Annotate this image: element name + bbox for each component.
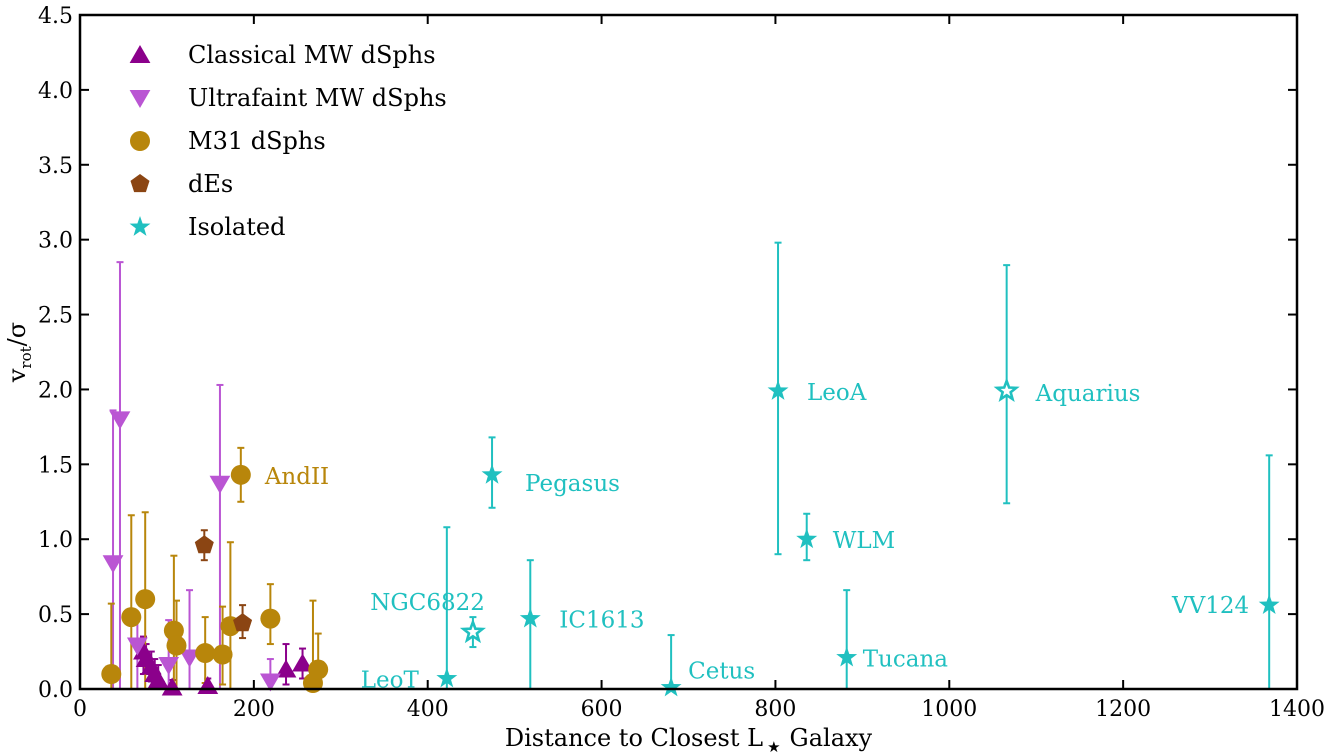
y-tick-label: 4.0 <box>38 79 73 104</box>
x-tick-label: 1000 <box>921 697 977 722</box>
classical-mw-dsphs-point <box>292 653 313 672</box>
y-tick-label: 1.0 <box>38 528 73 553</box>
ultrafaint-mw-dsphs-point <box>259 673 281 692</box>
x-tick-label: 1400 <box>1269 697 1325 722</box>
ultrafaint-mw-dsphs-point <box>102 555 124 574</box>
chart-markers <box>101 377 1280 697</box>
point-label: VV124 <box>1171 593 1249 619</box>
classical-mw-dsphs-point <box>147 670 169 689</box>
point-label: Pegasus <box>525 471 620 497</box>
y-axis-label: vrot/σ <box>3 322 35 383</box>
point-label: WLM <box>833 528 895 554</box>
legend: Classical MW dSphs Ultrafaint MW dSphs M31… <box>129 41 447 241</box>
ultrafaint-mw-dsphs-point <box>158 657 180 676</box>
isolated-point <box>436 667 458 688</box>
isolated-point <box>796 528 818 549</box>
x-axis-label: Distance to Closest L ★ Galaxy <box>505 724 873 754</box>
legend-marker-ultrafaint-mw-dsphs <box>129 90 151 108</box>
legend-label-classical-mw-dsphs: Classical MW dSphs <box>188 41 436 69</box>
m31-dsphs-point <box>166 635 187 656</box>
legend-label-m31-dsphs: M31 dSphs <box>188 127 326 155</box>
classical-mw-dsphs-point <box>161 677 183 696</box>
x-tick-label: 800 <box>754 697 796 722</box>
point-label: NGC6822 <box>370 590 485 616</box>
m31-dsphs-point <box>260 608 281 629</box>
isolated-point <box>1258 594 1280 615</box>
y-tick-label: 0.5 <box>38 603 73 628</box>
y-tick-label: 1.5 <box>38 453 73 478</box>
ultrafaint-mw-dsphs-point <box>179 649 200 668</box>
m31-dsphs-point <box>101 664 122 685</box>
ultrafaint-mw-dsphs-point <box>209 475 231 494</box>
point-label: IC1613 <box>559 608 644 634</box>
classical-mw-dsphs-point <box>197 676 219 694</box>
m31-dsphs-point <box>195 643 216 664</box>
point-label: LeoA <box>807 380 867 406</box>
m31-dsphs-point <box>212 644 233 665</box>
y-tick-label: 2.5 <box>38 304 73 329</box>
m31-dsphs-point <box>121 607 142 628</box>
m31-dsphs-point <box>163 620 184 641</box>
classical-mw-dsphs-point <box>275 659 297 678</box>
legend-marker-m31-dsphs <box>130 131 150 151</box>
isolated-point <box>459 618 486 644</box>
x-tick-label: 400 <box>407 697 449 722</box>
isolated-point <box>993 377 1020 403</box>
plot-frame <box>78 13 1299 691</box>
legend-label-des: dEs <box>188 170 233 198</box>
isolated-point <box>519 607 541 628</box>
x-tick-label: 1200 <box>1095 697 1151 722</box>
y-tick-label: 3.5 <box>38 154 73 179</box>
annotation-label: AndII <box>264 464 329 490</box>
isolated-point <box>836 646 858 667</box>
isolated-point <box>660 676 682 697</box>
m31-dsphs-point <box>135 589 156 610</box>
x-tick-label: 0 <box>73 697 87 722</box>
legend-marker-isolated <box>129 216 151 236</box>
des-point <box>233 613 253 632</box>
m31-dsphs-point <box>308 659 329 680</box>
y-tick-label: 3.0 <box>38 229 73 254</box>
x-tick-label: 200 <box>233 697 275 722</box>
point-label: Aquarius <box>1035 381 1141 407</box>
point-label: Cetus <box>688 659 755 685</box>
isolated-point <box>767 379 789 400</box>
y-tick-label: 4.5 <box>38 4 73 29</box>
legend-marker-des <box>130 174 150 193</box>
chart-annotations: LeoTNGC6822PegasusIC1613CetusLeoAWLMTuca… <box>264 380 1249 694</box>
y-tick-label: 0.0 <box>38 678 73 703</box>
des-point <box>194 535 214 554</box>
legend-marker-classical-mw-dsphs <box>129 45 151 63</box>
legend-label-ultrafaint-mw-dsphs: Ultrafaint MW dSphs <box>188 84 447 112</box>
ultrafaint-mw-dsphs-point <box>109 411 131 430</box>
x-tick-label: 600 <box>581 697 623 722</box>
y-tick-label: 2.0 <box>38 378 73 403</box>
axis-ticks: 0 200 400 600 800 1000 1200 1400 0.0 0.5 1.0 1.5 2.0… <box>38 4 1325 722</box>
isolated-point <box>481 463 503 484</box>
m31-dsphs-point <box>230 464 251 485</box>
point-label: Tucana <box>863 647 949 673</box>
legend-label-isolated: Isolated <box>188 213 285 241</box>
ultrafaint-mw-dsphs-point <box>126 637 148 656</box>
